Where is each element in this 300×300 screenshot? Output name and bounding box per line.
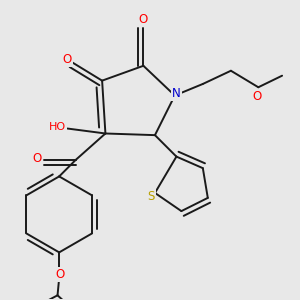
Text: O: O [139,13,148,26]
Text: O: O [56,268,65,281]
Text: S: S [147,190,155,203]
Text: HO: HO [49,122,66,132]
Text: O: O [32,152,42,165]
Text: O: O [63,53,72,66]
Text: N: N [172,87,181,100]
Text: O: O [253,90,262,103]
